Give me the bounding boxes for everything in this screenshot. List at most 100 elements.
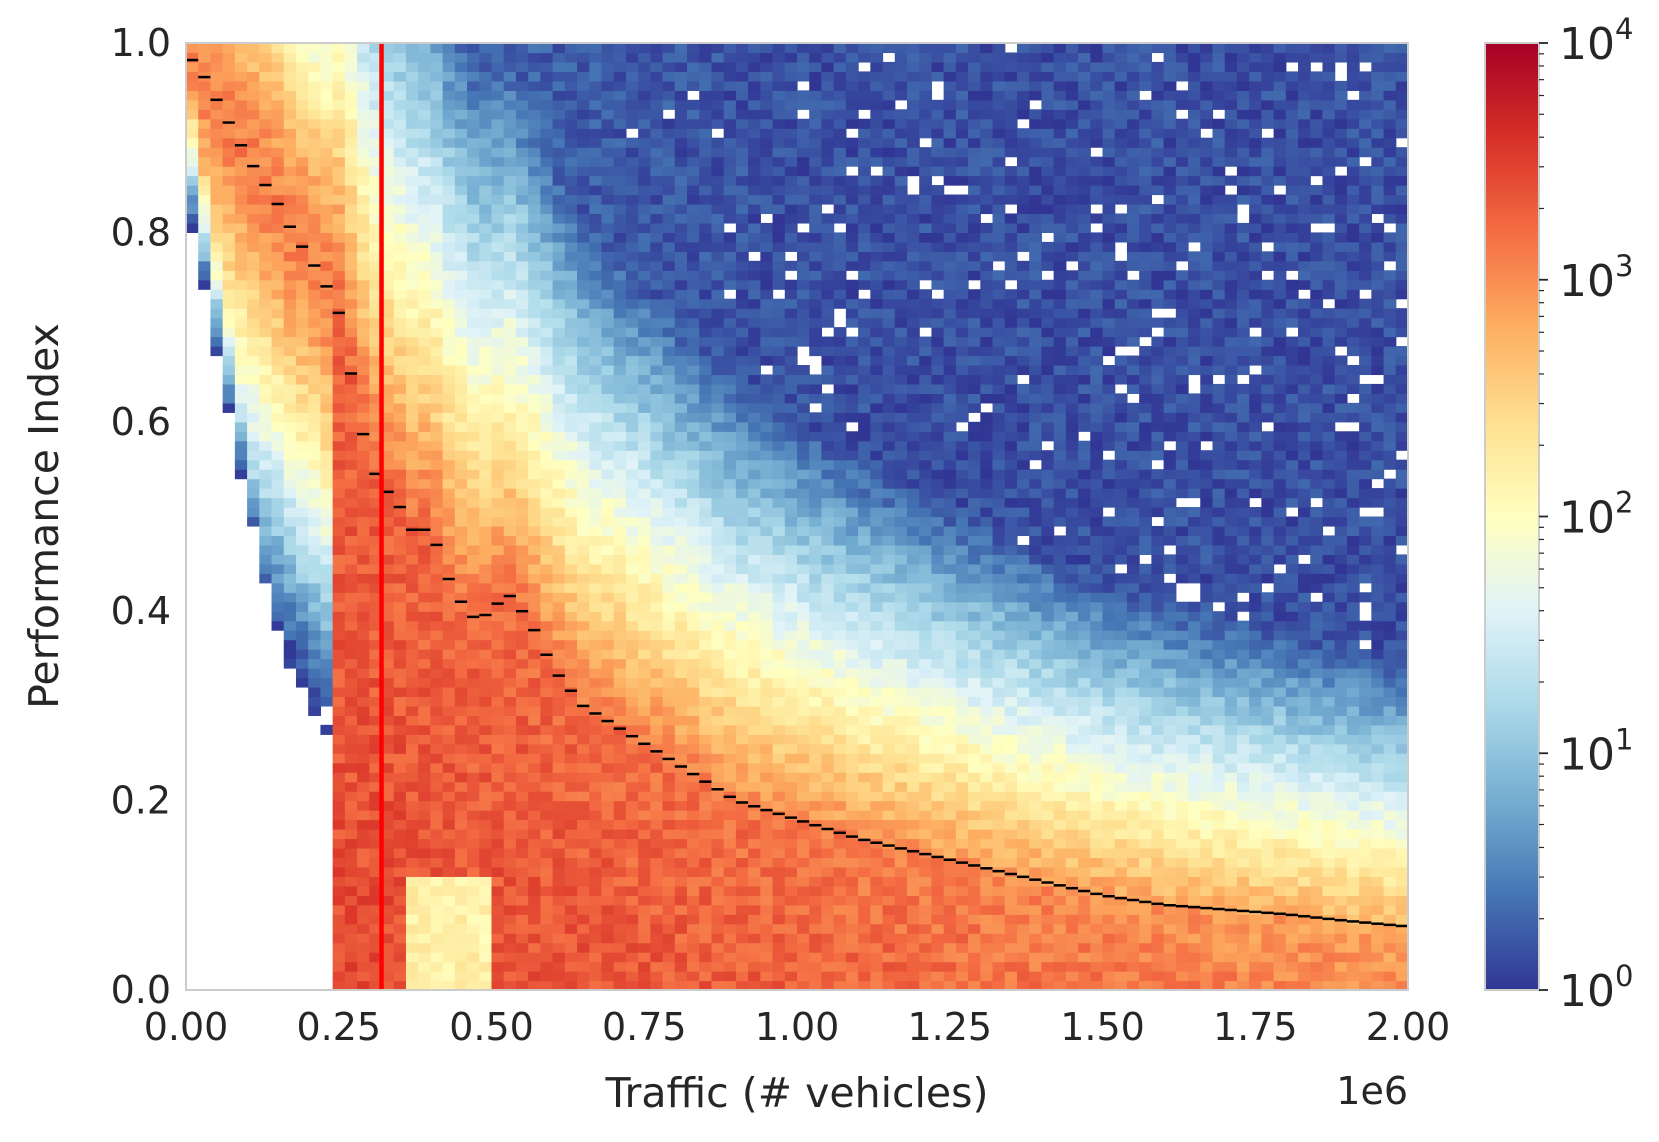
heatmap-cell <box>650 393 664 404</box>
heatmap-cell <box>393 952 407 963</box>
heatmap-cell <box>784 99 798 110</box>
heatmap-cell <box>809 573 823 584</box>
heatmap-cell <box>271 346 285 357</box>
heatmap-cell <box>259 346 273 357</box>
heatmap-cell <box>467 658 480 669</box>
heatmap-cell <box>723 137 737 148</box>
heatmap-cell <box>564 658 578 669</box>
heatmap-cell <box>601 497 615 508</box>
heatmap-cell <box>491 668 505 679</box>
heatmap-cell <box>320 270 334 281</box>
heatmap-cell <box>845 525 859 537</box>
heatmap-cell <box>259 194 273 205</box>
heatmap-cell <box>320 601 334 612</box>
heatmap-cell <box>295 109 309 120</box>
heatmap-cell <box>784 601 798 612</box>
heatmap-cell <box>735 724 749 735</box>
heatmap-cell <box>467 128 480 139</box>
heatmap-cell <box>687 109 700 120</box>
heatmap-cell <box>430 459 444 470</box>
heatmap-cell <box>845 478 859 489</box>
heatmap-cell <box>198 43 212 54</box>
heatmap-cell <box>454 194 468 205</box>
heatmap-cell <box>797 904 810 915</box>
heatmap-cell <box>772 459 786 470</box>
heatmap-cell <box>515 866 529 877</box>
heatmap-cell <box>320 118 334 129</box>
heatmap-cell <box>405 838 419 849</box>
heatmap-cell <box>430 71 444 82</box>
heatmap-cell <box>870 933 884 944</box>
heatmap-cell <box>833 203 847 215</box>
heatmap-cell <box>735 895 749 906</box>
heatmap-cell <box>503 573 517 584</box>
heatmap-cell <box>540 847 554 859</box>
heatmap-cell <box>234 327 248 338</box>
heatmap-cell <box>259 99 273 110</box>
heatmap-cell <box>247 497 260 508</box>
heatmap-cell <box>283 374 297 385</box>
heatmap-cell <box>357 734 370 745</box>
heatmap-cell <box>601 904 615 915</box>
heatmap-cell <box>381 743 395 754</box>
heatmap-cell <box>381 734 395 745</box>
heatmap-cell <box>393 175 407 186</box>
heatmap-cell <box>674 592 688 603</box>
heatmap-cell <box>625 80 639 91</box>
heatmap-cell <box>308 374 322 385</box>
heatmap-cell <box>259 289 273 300</box>
heatmap-cell <box>247 241 260 252</box>
heatmap-cell <box>662 147 676 158</box>
heatmap-cell <box>809 762 823 773</box>
heatmap-cell <box>515 772 529 783</box>
heatmap-cell <box>723 952 737 963</box>
heatmap-cell <box>577 346 590 357</box>
heatmap-cell <box>650 829 664 840</box>
heatmap-cell <box>760 488 774 499</box>
heatmap-cell <box>430 185 444 196</box>
heatmap-cell <box>332 525 346 537</box>
heatmap-cell <box>589 203 603 215</box>
heatmap-cell <box>418 668 431 679</box>
heatmap-cell <box>430 810 444 821</box>
heatmap-cell <box>393 203 407 215</box>
heatmap-cell <box>308 336 322 347</box>
heatmap-cell <box>625 459 639 470</box>
heatmap-cell <box>308 52 322 63</box>
heatmap-cell <box>723 516 737 527</box>
heatmap-cell <box>711 724 725 735</box>
heatmap-cell <box>515 791 529 802</box>
heatmap-cell <box>723 734 737 745</box>
heatmap-cell <box>332 829 346 840</box>
heatmap-cell <box>430 705 444 716</box>
heatmap-cell <box>625 270 639 281</box>
heatmap-cell <box>393 857 407 868</box>
heatmap-cell <box>442 724 456 735</box>
heatmap-cell <box>711 857 725 868</box>
heatmap-cell <box>308 393 322 404</box>
heatmap-cell <box>430 649 444 660</box>
heatmap-cell <box>503 109 517 120</box>
heatmap-cell <box>357 582 370 593</box>
heatmap-cell <box>711 762 725 773</box>
heatmap-cell <box>467 469 480 480</box>
heatmap-cell <box>589 734 603 745</box>
heatmap-cell <box>430 118 444 129</box>
heatmap-cell <box>393 829 407 840</box>
heatmap-cell <box>845 156 859 167</box>
heatmap-cell <box>601 402 615 413</box>
heatmap-cell <box>723 573 737 584</box>
heatmap-cell <box>699 241 713 252</box>
heatmap-cell <box>748 374 761 385</box>
heatmap-cell <box>674 61 688 73</box>
heatmap-cell <box>711 847 725 859</box>
heatmap-cell <box>357 649 370 660</box>
heatmap-cell <box>479 544 493 555</box>
heatmap-cell <box>564 563 578 574</box>
heatmap-cell <box>210 270 224 281</box>
heatmap-cell <box>295 308 309 319</box>
heatmap-cell <box>845 241 859 252</box>
heatmap-cell <box>515 980 529 990</box>
heatmap-cell <box>344 904 358 915</box>
heatmap-cell <box>271 147 285 158</box>
